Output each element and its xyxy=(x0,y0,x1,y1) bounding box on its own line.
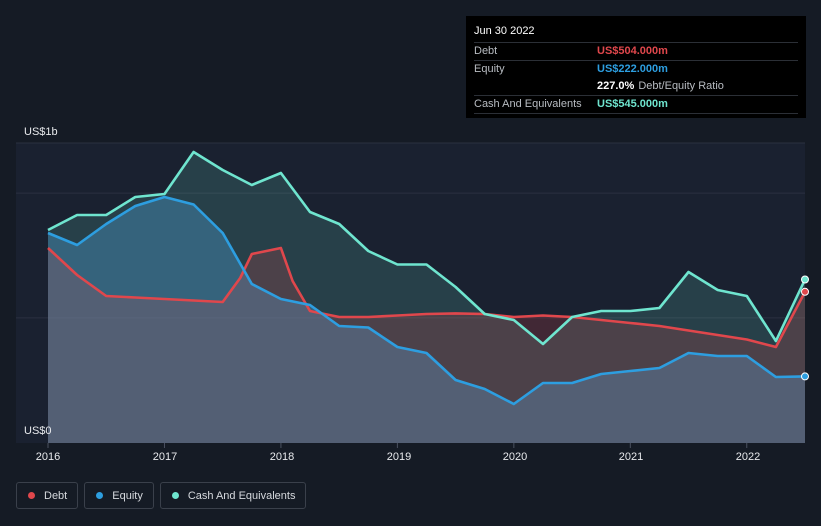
x-tick-label: 2022 xyxy=(735,451,761,463)
legend-debt[interactable]: Debt xyxy=(16,482,79,509)
tooltip-cash-row: Cash And Equivalents US$545.000m xyxy=(474,95,798,114)
x-tick-label: 2018 xyxy=(269,451,295,463)
tooltip-debt-value: US$504.000m xyxy=(597,45,668,57)
y-label-bottom: US$0 xyxy=(24,425,52,437)
area-cash-and-equivalents xyxy=(48,152,805,443)
area-debt xyxy=(48,248,805,443)
tooltip-cash-label: Cash And Equivalents xyxy=(474,98,582,110)
legend: Debt Equity Cash And Equivalents xyxy=(16,482,312,509)
x-tick-label: 2019 xyxy=(386,451,412,463)
endpoint-equity xyxy=(801,372,809,381)
equity-dot-icon xyxy=(96,492,104,499)
tooltip-equity-value: US$222.000m xyxy=(597,63,668,75)
tooltip-debt-label: Debt xyxy=(474,45,498,57)
tooltip-debt-row: Debt US$504.000m xyxy=(474,42,798,60)
x-tick-label: 2016 xyxy=(35,451,61,463)
tooltip-ratio-row: 227.0% Debt/Equity Ratio xyxy=(474,78,798,95)
cash-dot-icon xyxy=(171,492,179,499)
legend-equity-label: Equity xyxy=(112,489,143,502)
endpoint-cash-and-equivalents xyxy=(801,275,809,284)
x-tick-label: 2020 xyxy=(502,451,528,463)
endpoint-debt xyxy=(801,287,809,296)
tooltip-ratio-value: 227.0% xyxy=(597,80,635,92)
line-equity xyxy=(47,195,806,406)
tooltip-date: Jun 30 2022 xyxy=(474,25,535,37)
legend-equity[interactable]: Equity xyxy=(84,482,154,509)
tooltip-cash-value: US$545.000m xyxy=(597,98,668,110)
legend-cash-label: Cash And Equivalents xyxy=(187,489,296,502)
legend-debt-label: Debt xyxy=(44,489,68,502)
debt-dot-icon xyxy=(28,492,35,499)
tooltip: Jun 30 2022 Debt US$504.000m Equity US$2… xyxy=(466,16,806,118)
tooltip-ratio-label: Debt/Equity Ratio xyxy=(638,80,724,92)
x-tick-label: 2017 xyxy=(152,451,178,463)
legend-cash[interactable]: Cash And Equivalents xyxy=(159,482,307,509)
line-debt xyxy=(47,246,807,349)
line-cash-and-equivalents xyxy=(47,150,807,346)
y-label-top: US$1b xyxy=(24,126,58,138)
tooltip-equity-row: Equity US$222.000m xyxy=(474,60,798,78)
x-tick-label: 2021 xyxy=(618,451,644,463)
tooltip-equity-label: Equity xyxy=(474,63,505,75)
